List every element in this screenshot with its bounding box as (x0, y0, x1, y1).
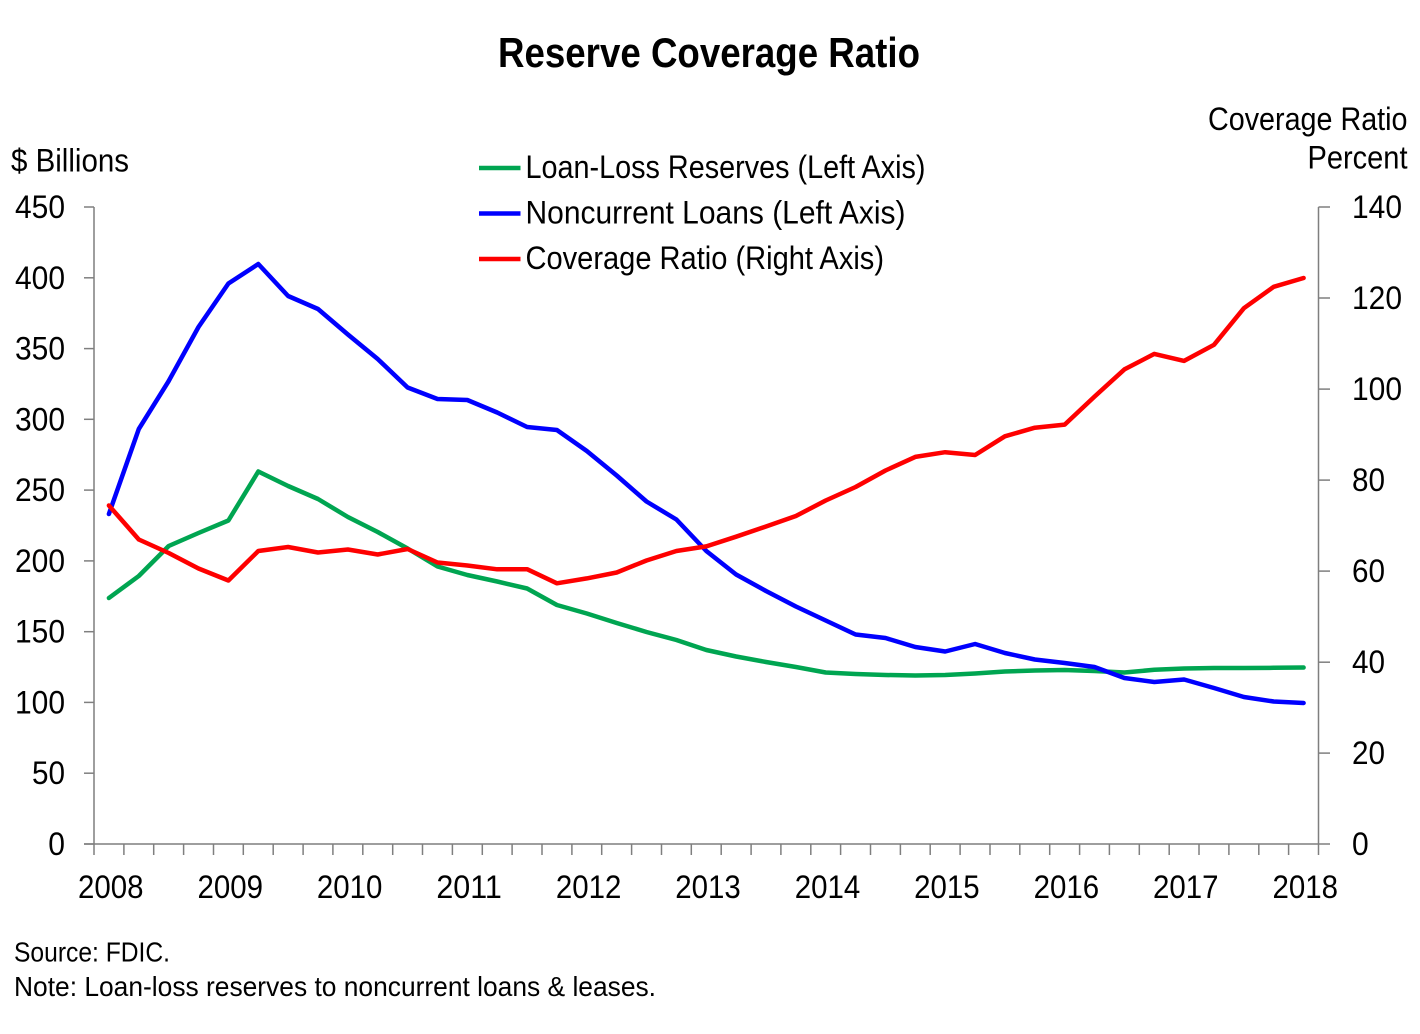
svg-text:2012: 2012 (556, 869, 622, 905)
svg-text:20: 20 (1352, 735, 1385, 771)
svg-text:2015: 2015 (914, 869, 980, 905)
svg-text:Percent: Percent (1308, 140, 1408, 176)
svg-text:60: 60 (1352, 553, 1385, 589)
svg-text:450: 450 (15, 189, 65, 225)
svg-text:2018: 2018 (1273, 869, 1339, 905)
svg-text:80: 80 (1352, 462, 1385, 498)
svg-text:Reserve Coverage Ratio: Reserve Coverage Ratio (498, 29, 920, 76)
svg-text:150: 150 (15, 614, 65, 650)
svg-text:300: 300 (15, 401, 65, 437)
svg-text:120: 120 (1352, 280, 1402, 316)
svg-text:200: 200 (15, 543, 65, 579)
svg-text:100: 100 (1352, 371, 1402, 407)
svg-text:2011: 2011 (436, 869, 502, 905)
svg-text:2009: 2009 (197, 869, 263, 905)
svg-text:100: 100 (15, 684, 65, 720)
svg-text:350: 350 (15, 331, 65, 367)
svg-text:$ Billions: $ Billions (11, 143, 129, 179)
svg-text:Loan-Loss Reserves (Left Axis): Loan-Loss Reserves (Left Axis) (526, 149, 926, 185)
svg-text:2014: 2014 (795, 869, 861, 905)
svg-text:2016: 2016 (1034, 869, 1100, 905)
svg-text:Coverage Ratio (Right Axis): Coverage Ratio (Right Axis) (526, 240, 885, 276)
svg-text:Note: Loan-loss reserves to no: Note: Loan-loss reserves to noncurrent l… (14, 971, 656, 1002)
svg-text:Noncurrent Loans (Left Axis): Noncurrent Loans (Left Axis) (526, 195, 906, 231)
svg-text:Coverage Ratio: Coverage Ratio (1208, 101, 1408, 137)
svg-text:0: 0 (48, 826, 65, 862)
svg-text:250: 250 (15, 472, 65, 508)
svg-text:0: 0 (1352, 826, 1369, 862)
svg-text:2008: 2008 (78, 869, 144, 905)
svg-text:400: 400 (15, 260, 65, 296)
svg-text:2013: 2013 (675, 869, 741, 905)
svg-text:Source: FDIC.: Source: FDIC. (14, 937, 170, 968)
svg-text:50: 50 (32, 755, 65, 791)
svg-text:40: 40 (1352, 644, 1385, 680)
svg-text:140: 140 (1352, 189, 1402, 225)
svg-text:2010: 2010 (317, 869, 383, 905)
svg-text:2017: 2017 (1153, 869, 1219, 905)
